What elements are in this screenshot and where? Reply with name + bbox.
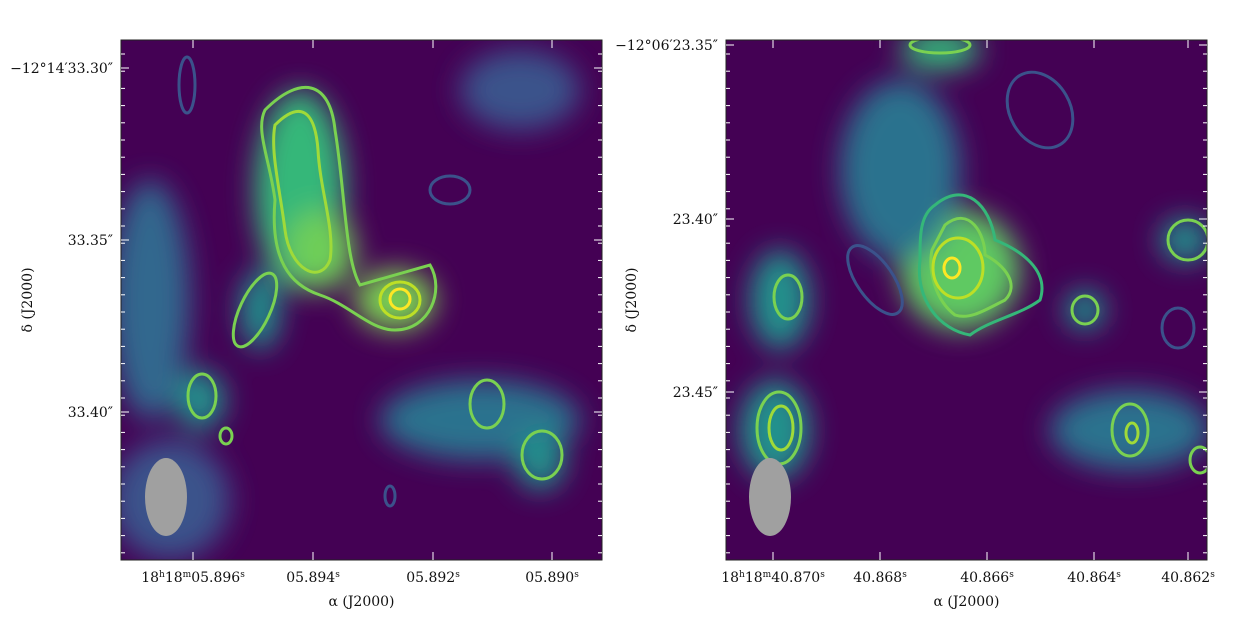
tick-text: 18 (745, 570, 763, 586)
y-tick-label: 33.40″ (68, 405, 113, 421)
superscript: m (183, 570, 192, 580)
x-tick-label: 18h18m05.896s (141, 570, 245, 586)
x-axis-label: α (J2000) (933, 594, 999, 610)
axes-frame (120, 39, 603, 561)
y-tick-label: 33.35″ (68, 233, 113, 249)
axes-frame (725, 39, 1208, 561)
superscript: h (159, 570, 165, 580)
tick-text: 40.868 (853, 570, 902, 586)
superscript: s (820, 570, 825, 580)
superscript: s (455, 570, 460, 580)
superscript: s (902, 570, 907, 580)
y-tick-label: −12°14′33.30″ (10, 61, 113, 77)
tick-text: 18 (141, 570, 159, 586)
superscript: s (1116, 570, 1121, 580)
tick-text: 18 (721, 570, 739, 586)
superscript: s (240, 570, 245, 580)
y-tick-label: 23.40″ (673, 212, 718, 228)
beam (145, 458, 187, 536)
x-tick-label: 05.892s (406, 570, 460, 586)
x-tick-label: 18h18m40.870s (721, 570, 825, 586)
y-tick-label: 23.45″ (673, 385, 718, 401)
superscript: h (739, 570, 745, 580)
x-tick-label: 40.864s (1067, 570, 1121, 586)
tick-text: 40.864 (1067, 570, 1116, 586)
x-tick-label: 40.868s (853, 570, 907, 586)
tick-text: 05.894 (286, 570, 335, 586)
superscript: m (763, 570, 772, 580)
tick-text: 18 (165, 570, 183, 586)
image-right (726, 40, 1207, 560)
tick-text: 40.866 (960, 570, 1009, 586)
tick-text: 05.890 (525, 570, 574, 586)
beam (749, 458, 791, 536)
image-left (121, 40, 602, 560)
superscript: s (1210, 570, 1215, 580)
tick-text: 05.896 (191, 570, 240, 586)
superscript: s (574, 570, 579, 580)
superscript: s (335, 570, 340, 580)
y-axis-label: δ (J2000) (20, 267, 36, 332)
tick-text: 40.870 (771, 570, 820, 586)
y-tick-label: −12°06′23.35″ (615, 38, 718, 54)
tick-text: 40.862 (1161, 570, 1210, 586)
x-tick-label: 40.862s (1161, 570, 1215, 586)
y-axis-label: δ (J2000) (624, 267, 640, 332)
tick-text: 05.892 (406, 570, 455, 586)
x-axis-label: α (J2000) (328, 594, 394, 610)
x-tick-label: 05.890s (525, 570, 579, 586)
superscript: s (1009, 570, 1014, 580)
x-tick-label: 40.866s (960, 570, 1014, 586)
x-tick-label: 05.894s (286, 570, 340, 586)
